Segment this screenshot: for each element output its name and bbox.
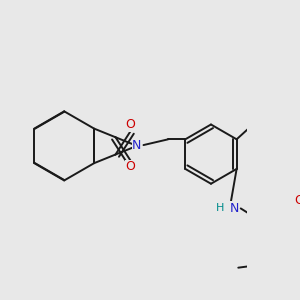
- Text: O: O: [294, 194, 300, 207]
- Text: H: H: [216, 203, 224, 213]
- Text: O: O: [125, 160, 135, 173]
- Text: N: N: [132, 140, 142, 152]
- Text: N: N: [230, 202, 239, 215]
- Text: O: O: [125, 118, 135, 131]
